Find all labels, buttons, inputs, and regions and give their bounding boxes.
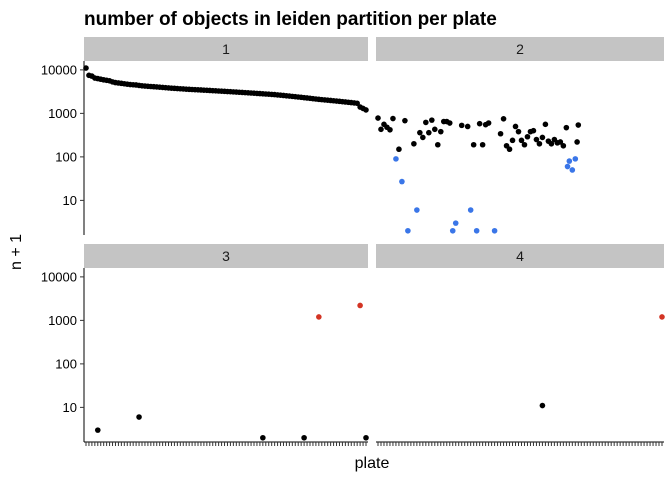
panel-1-points xyxy=(83,65,369,113)
data-point-p2-27 xyxy=(458,122,465,129)
data-point-p2-15 xyxy=(420,134,426,141)
data-point-p2-65 xyxy=(575,122,582,128)
data-point-p2-38 xyxy=(500,116,507,122)
data-point-p3-1 xyxy=(94,427,101,433)
data-point-p2-24 xyxy=(446,120,453,126)
data-point-p2-16 xyxy=(423,119,429,126)
data-point-p2-36 xyxy=(491,227,498,234)
y-tick-label-top-100: 100 xyxy=(55,149,77,164)
panel-4: 4 xyxy=(376,244,665,409)
strip-4 xyxy=(376,244,664,268)
data-point-p2-9 xyxy=(399,178,405,185)
strip-label-3: 3 xyxy=(222,248,230,264)
strip-2 xyxy=(376,37,664,61)
data-point-p2-7 xyxy=(393,156,399,162)
data-point-p2-60 xyxy=(564,163,571,170)
data-point-p2-63 xyxy=(572,156,579,162)
data-point-p2-44 xyxy=(518,137,525,144)
panel-2-points xyxy=(375,115,582,234)
y-tick-label-bottom-10: 10 xyxy=(63,400,77,415)
data-point-p3-2 xyxy=(136,414,142,420)
data-point-p2-31 xyxy=(473,227,480,234)
data-point-p2-1 xyxy=(375,115,381,121)
panel-2: 2 xyxy=(375,37,664,234)
x-axis-title: plate xyxy=(355,455,390,472)
data-point-p2-26 xyxy=(452,220,459,226)
data-point-p1-96 xyxy=(363,107,369,113)
data-point-p2-37 xyxy=(497,130,504,137)
strip-1 xyxy=(84,37,368,61)
strip-label-2: 2 xyxy=(516,41,524,57)
data-point-p4-1 xyxy=(539,402,546,409)
strip-label-4: 4 xyxy=(516,248,524,264)
data-point-p2-32 xyxy=(476,120,483,127)
data-point-p2-54 xyxy=(548,140,555,147)
data-point-p2-40 xyxy=(506,146,513,153)
data-point-p3-6 xyxy=(357,302,363,309)
y-axis-title: n + 1 xyxy=(8,234,25,270)
chart-title: number of objects in leiden partition pe… xyxy=(84,9,497,30)
y-tick-label-bottom-100: 100 xyxy=(55,356,77,371)
data-point-p2-29 xyxy=(467,207,474,213)
data-point-p2-50 xyxy=(536,140,543,147)
data-point-p2-62 xyxy=(569,167,576,173)
data-point-p2-35 xyxy=(485,120,492,126)
y-tick-label-top-1000: 1000 xyxy=(48,106,77,121)
panel-3-points xyxy=(94,302,369,441)
data-point-p2-45 xyxy=(521,141,528,148)
y-tick-label-bottom-10000: 10000 xyxy=(41,269,77,284)
data-point-p2-61 xyxy=(566,158,573,164)
data-point-p2-8 xyxy=(396,146,402,153)
data-point-p2-11 xyxy=(405,227,411,234)
data-point-p2-46 xyxy=(524,133,531,140)
data-point-p1-93 xyxy=(354,100,360,107)
data-point-p2-57 xyxy=(557,139,564,145)
data-point-p2-2 xyxy=(378,126,384,133)
data-point-p2-5 xyxy=(387,126,393,133)
data-point-p2-42 xyxy=(512,123,519,130)
data-point-p2-18 xyxy=(429,117,435,123)
data-point-p3-5 xyxy=(316,314,322,320)
data-point-p2-25 xyxy=(449,227,456,234)
data-point-p2-48 xyxy=(530,127,537,134)
panel-3: 3 xyxy=(84,244,369,441)
data-point-p2-19 xyxy=(432,126,438,133)
strip-label-1: 1 xyxy=(222,41,230,57)
data-point-p2-14 xyxy=(417,129,423,136)
data-point-p3-4 xyxy=(301,434,307,441)
data-point-p2-20 xyxy=(434,141,441,148)
data-point-p2-33 xyxy=(479,141,486,148)
data-point-p1-1 xyxy=(83,65,89,71)
data-point-p2-43 xyxy=(515,128,522,135)
data-point-p2-52 xyxy=(542,121,549,128)
data-point-p2-58 xyxy=(560,142,567,149)
data-point-p2-6 xyxy=(390,115,396,122)
data-point-p2-59 xyxy=(563,124,570,131)
data-point-p3-3 xyxy=(260,434,266,441)
data-point-p4-2 xyxy=(659,314,665,320)
y-tick-label-top-10: 10 xyxy=(63,193,77,208)
data-point-p2-21 xyxy=(437,128,444,135)
panel-1: 1 xyxy=(83,37,369,113)
data-point-p2-64 xyxy=(574,139,580,145)
y-tick-label-top-10000: 10000 xyxy=(41,62,77,77)
x-ticks xyxy=(85,442,663,446)
data-point-p2-17 xyxy=(426,129,432,136)
data-point-p2-12 xyxy=(411,140,417,147)
panel-4-points xyxy=(539,314,665,409)
data-point-p2-30 xyxy=(470,141,477,148)
data-point-p3-7 xyxy=(363,434,369,441)
strip-3 xyxy=(84,244,368,268)
data-point-p2-49 xyxy=(533,136,540,143)
data-point-p2-13 xyxy=(414,207,420,213)
data-point-p2-28 xyxy=(464,123,471,130)
data-point-p2-51 xyxy=(539,134,546,141)
data-point-p2-10 xyxy=(402,117,408,124)
y-ticks-top: 10 100 1000 10000 xyxy=(41,62,84,208)
data-point-p2-41 xyxy=(509,137,516,144)
y-ticks-bottom: 10 100 1000 10000 xyxy=(41,269,84,415)
y-tick-label-bottom-1000: 1000 xyxy=(48,313,77,328)
